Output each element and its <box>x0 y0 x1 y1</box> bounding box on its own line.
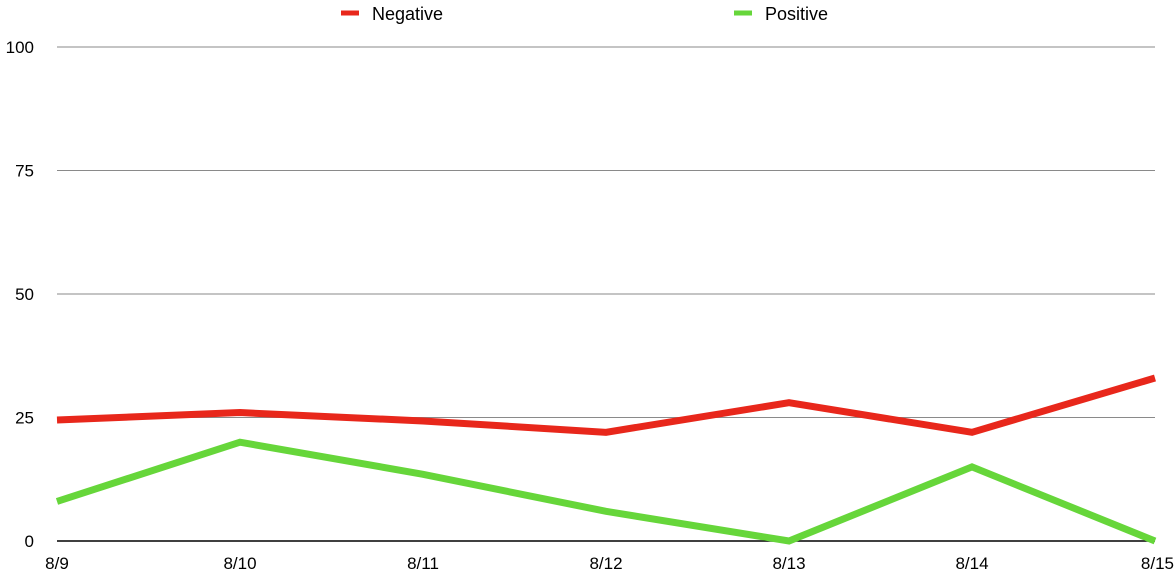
legend-label-negative: Negative <box>372 4 443 24</box>
grid-lines <box>57 46 1155 542</box>
x-tick-label: 8/15 <box>1141 554 1174 573</box>
y-axis: 0 25 50 75 100 <box>6 38 34 551</box>
y-tick-label: 25 <box>15 409 34 428</box>
series-line-positive <box>55 438 1157 545</box>
x-tick-label: 8/10 <box>223 554 256 573</box>
x-tick-label: 8/9 <box>45 554 69 573</box>
x-tick-label: 8/11 <box>407 554 439 573</box>
y-tick-label: 75 <box>15 162 34 181</box>
x-tick-label: 8/13 <box>772 554 805 573</box>
y-tick-label: 50 <box>15 285 34 304</box>
series-line-negative <box>56 374 1156 436</box>
x-tick-label: 8/14 <box>955 554 988 573</box>
x-tick-label: 8/12 <box>589 554 622 573</box>
legend-label-positive: Positive <box>765 4 828 24</box>
legend: Negative Positive <box>341 4 828 24</box>
series-lines <box>55 374 1157 545</box>
y-tick-label: 100 <box>6 38 34 57</box>
x-axis: 8/9 8/10 8/11 8/12 8/13 8/14 8/15 <box>45 554 1174 573</box>
y-tick-label: 0 <box>25 532 34 551</box>
